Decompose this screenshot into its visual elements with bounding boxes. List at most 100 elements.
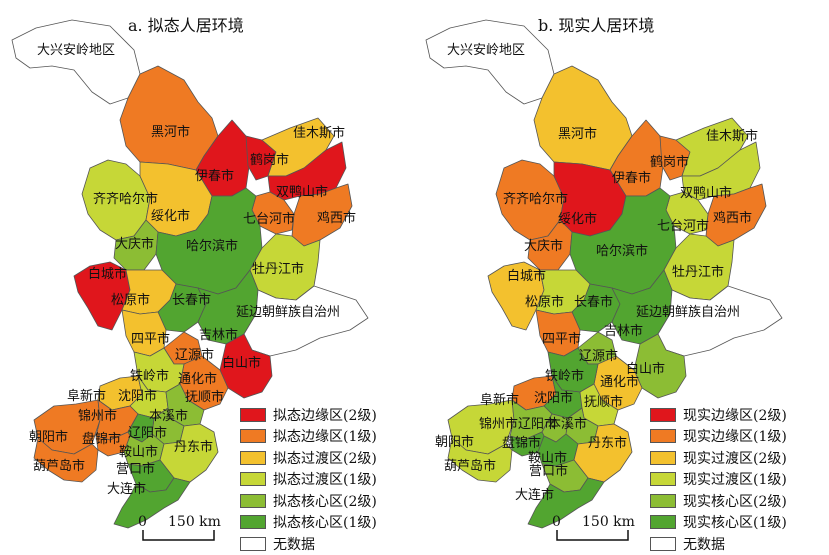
label-daxinganling: 大兴安岭地区 [447,43,526,58]
label-yanbian: 延边朝鲜族自治州 [636,305,741,320]
legend-swatch [240,407,266,422]
legend-swatch [240,429,266,444]
label-jilin: 吉林市 [604,324,644,339]
label-dalian: 大连市 [515,488,555,503]
label-panjin: 盘锦市 [82,432,122,447]
label-baishan: 白山市 [222,356,262,371]
label-liaoyuan: 辽源市 [175,348,215,363]
region-daxinganling [425,19,555,105]
legend-label: 拟态边缘区(2级) [273,407,377,424]
scale-zero: 0 [138,514,147,530]
legend-swatch [650,450,676,465]
label-qiqihar: 齐齐哈尔市 [503,192,569,207]
legend-swatch [650,493,676,508]
map-panel-a: a. 拟态人居环境 [0,0,414,553]
legend-swatch [650,472,676,487]
label-hegang: 鹤岗市 [250,153,290,168]
legend-label: 现实核心区(2级) [683,493,787,510]
label-mudanjiang: 牡丹江市 [252,262,305,277]
panel-title: a. 拟态人居环境 [128,16,244,35]
label-daqing: 大庆市 [115,237,155,252]
legend-label: 无数据 [683,536,725,553]
label-changchun: 长春市 [574,295,614,310]
scale-zero: 0 [552,514,561,530]
legend-swatch [240,515,266,530]
label-siping: 四平市 [131,332,171,347]
label-benxi: 本溪市 [149,409,189,424]
label-shenyang: 沈阳市 [118,389,158,404]
label-huludao: 葫芦岛市 [444,459,497,474]
label-heihe: 黑河市 [558,127,598,142]
legend-label: 拟态过渡区(1级) [273,472,377,489]
label-benxi: 本溪市 [548,417,588,432]
legend-item: 拟态边缘区(1级) [240,426,377,448]
label-harbin: 哈尔滨市 [186,239,239,254]
legend-item: 无数据 [650,533,787,555]
label-heihe: 黑河市 [151,125,191,140]
label-chaoyang: 朝阳市 [29,430,69,445]
label-mudanjiang: 牡丹江市 [672,265,725,280]
label-yingkou: 营口市 [529,464,569,479]
legend-item: 拟态核心区(1级) [240,512,377,534]
label-songyuan: 松原市 [525,295,565,310]
legend-item: 现实边缘区(2级) [650,404,787,426]
label-fushun: 抚顺市 [185,390,225,405]
legend-label: 现实过渡区(2级) [683,450,787,467]
legend-item: 拟态过渡区(1级) [240,469,377,491]
scale-distance: 150 km [168,514,221,530]
region-huludao [447,437,513,483]
label-songyuan: 松原市 [111,293,151,308]
label-tonghua: 通化市 [178,372,218,387]
legend-swatch [240,450,266,465]
label-harbin: 哈尔滨市 [596,244,649,259]
legend-swatch [650,536,676,551]
region-huludao [33,437,99,483]
map-panel-b: b. 现实人居环境 [414,0,828,553]
label-jilin: 吉林市 [199,328,239,343]
label-liaoyang: 辽阳市 [518,417,558,432]
region-yanbian [243,285,369,357]
label-jiamusi: 佳木斯市 [293,126,346,141]
region-jixi [705,183,767,247]
label-jinzhou: 锦州市 [479,417,519,432]
label-yichun: 伊春市 [612,171,652,186]
label-shenyang: 沈阳市 [534,391,574,406]
legend-item: 现实过渡区(2级) [650,447,787,469]
legend-label: 拟态过渡区(2级) [273,450,377,467]
label-fuxin: 阜新市 [67,389,107,404]
label-suihua: 绥化市 [558,212,598,227]
legend-label: 无数据 [273,536,315,553]
label-panjin: 盘锦市 [502,436,542,451]
label-hegang: 鹤岗市 [650,155,690,170]
label-jinzhou: 锦州市 [78,409,118,424]
label-daqing: 大庆市 [524,239,564,254]
legend: 现实边缘区(2级) 现实边缘区(1级) 现实过渡区(2级) 现实过渡区(1级) … [650,404,787,555]
label-tieling: 铁岭市 [130,369,170,384]
label-fuxin: 阜新市 [480,393,520,408]
legend-label: 拟态核心区(2级) [273,493,377,510]
label-liaoyang: 辽阳市 [128,426,168,441]
label-fushun: 抚顺市 [584,395,624,410]
label-baicheng: 白城市 [507,269,547,284]
legend-label: 现实核心区(1级) [683,515,787,532]
label-huludao: 葫芦岛市 [33,459,86,474]
label-qitaihe: 七台河市 [657,219,710,234]
region-jixi [291,183,353,247]
legend-label: 现实边缘区(1级) [683,429,787,446]
map-regions [425,19,783,529]
legend-item: 拟态过渡区(2级) [240,447,377,469]
legend-item: 拟态边缘区(2级) [240,404,377,426]
label-suihua: 绥化市 [151,209,191,224]
scale-line [142,530,215,541]
legend-label: 拟态核心区(1级) [273,515,377,532]
legend-swatch [650,407,676,422]
legend-item: 现实过渡区(1级) [650,469,787,491]
legend: 拟态边缘区(2级) 拟态边缘区(1级) 拟态过渡区(2级) 拟态过渡区(1级) … [240,404,377,555]
label-anshan: 鞍山市 [528,451,568,466]
label-liaoyuan: 辽源市 [579,349,619,364]
label-siping: 四平市 [542,332,582,347]
scale-line [556,530,629,541]
legend-item: 拟态核心区(2级) [240,490,377,512]
label-yingkou: 营口市 [116,462,156,477]
label-qiqihar: 齐齐哈尔市 [93,192,159,207]
